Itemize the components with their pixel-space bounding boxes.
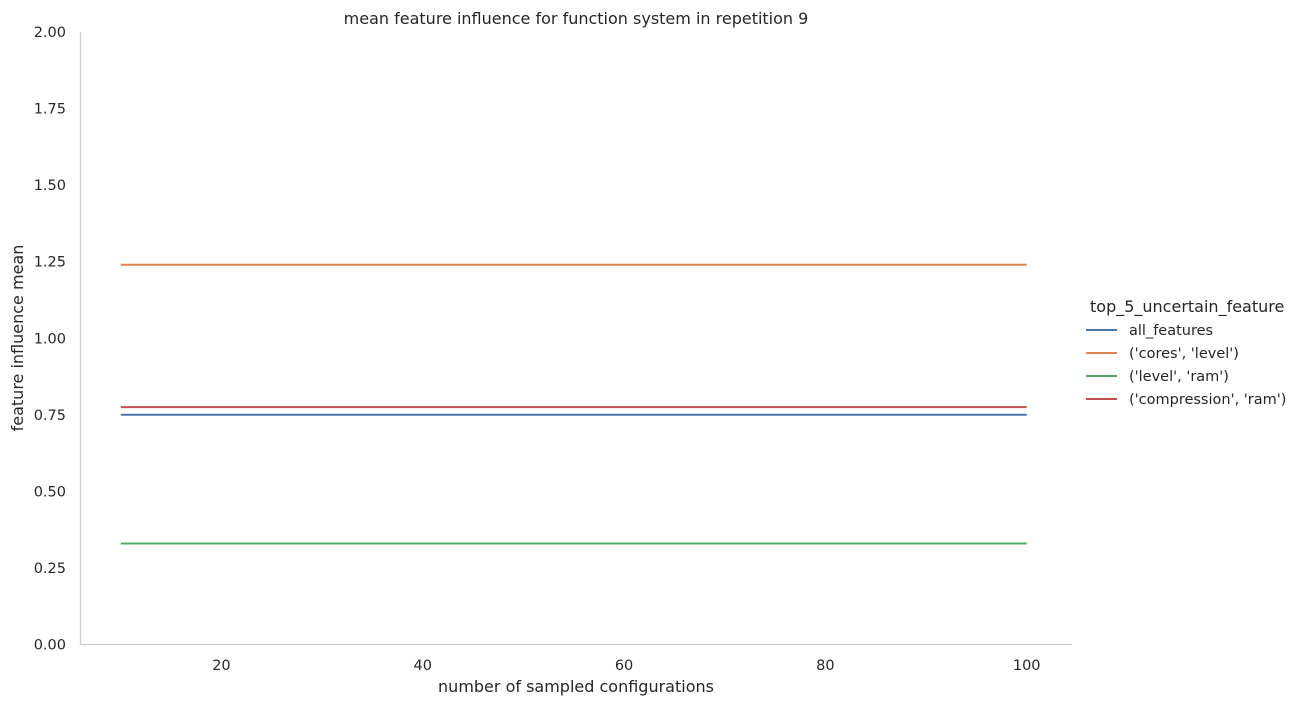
legend-label: ('cores', 'level') xyxy=(1129,346,1239,362)
y-axis-title: feature influence mean xyxy=(8,245,27,432)
y-tick-label: 1.25 xyxy=(34,255,66,271)
plot-area: 0.00 0.25 0.50 0.75 1.00 1.25 1.50 1.75 2.00 20 4… xyxy=(34,25,1072,674)
legend-title: top_5_uncertain_feature xyxy=(1090,297,1284,317)
y-tick-label: 0.75 xyxy=(34,408,66,424)
x-tick-label: 60 xyxy=(615,658,633,674)
legend-label: ('compression', 'ram') xyxy=(1129,392,1286,408)
chart-title: mean feature influence for function syst… xyxy=(344,9,809,28)
x-tick-labels: 20 40 60 80 100 xyxy=(212,658,1040,674)
y-tick-labels: 0.00 0.25 0.50 0.75 1.00 1.25 1.50 1.75 2.00 xyxy=(34,25,66,654)
y-tick-label: 0.25 xyxy=(34,561,66,577)
legend: top_5_uncertain_feature all_features ('co… xyxy=(1086,297,1286,408)
legend-items: all_features ('cores', 'level') ('level', … xyxy=(1086,323,1286,408)
y-tick-label: 1.50 xyxy=(34,178,66,194)
x-axis-title: number of sampled configurations xyxy=(438,677,714,696)
legend-label: ('level', 'ram') xyxy=(1129,369,1229,385)
legend-label: all_features xyxy=(1129,323,1213,339)
y-tick-label: 0.00 xyxy=(34,638,66,654)
y-tick-label: 1.75 xyxy=(34,102,66,118)
y-tick-label: 1.00 xyxy=(34,331,66,347)
x-tick-label: 80 xyxy=(816,658,834,674)
y-tick-label: 0.50 xyxy=(34,484,66,500)
x-tick-label: 20 xyxy=(212,658,230,674)
y-tick-label: 2.00 xyxy=(34,25,66,41)
x-tick-label: 100 xyxy=(1013,658,1041,674)
x-tick-label: 40 xyxy=(414,658,432,674)
series-lines xyxy=(120,263,1027,545)
